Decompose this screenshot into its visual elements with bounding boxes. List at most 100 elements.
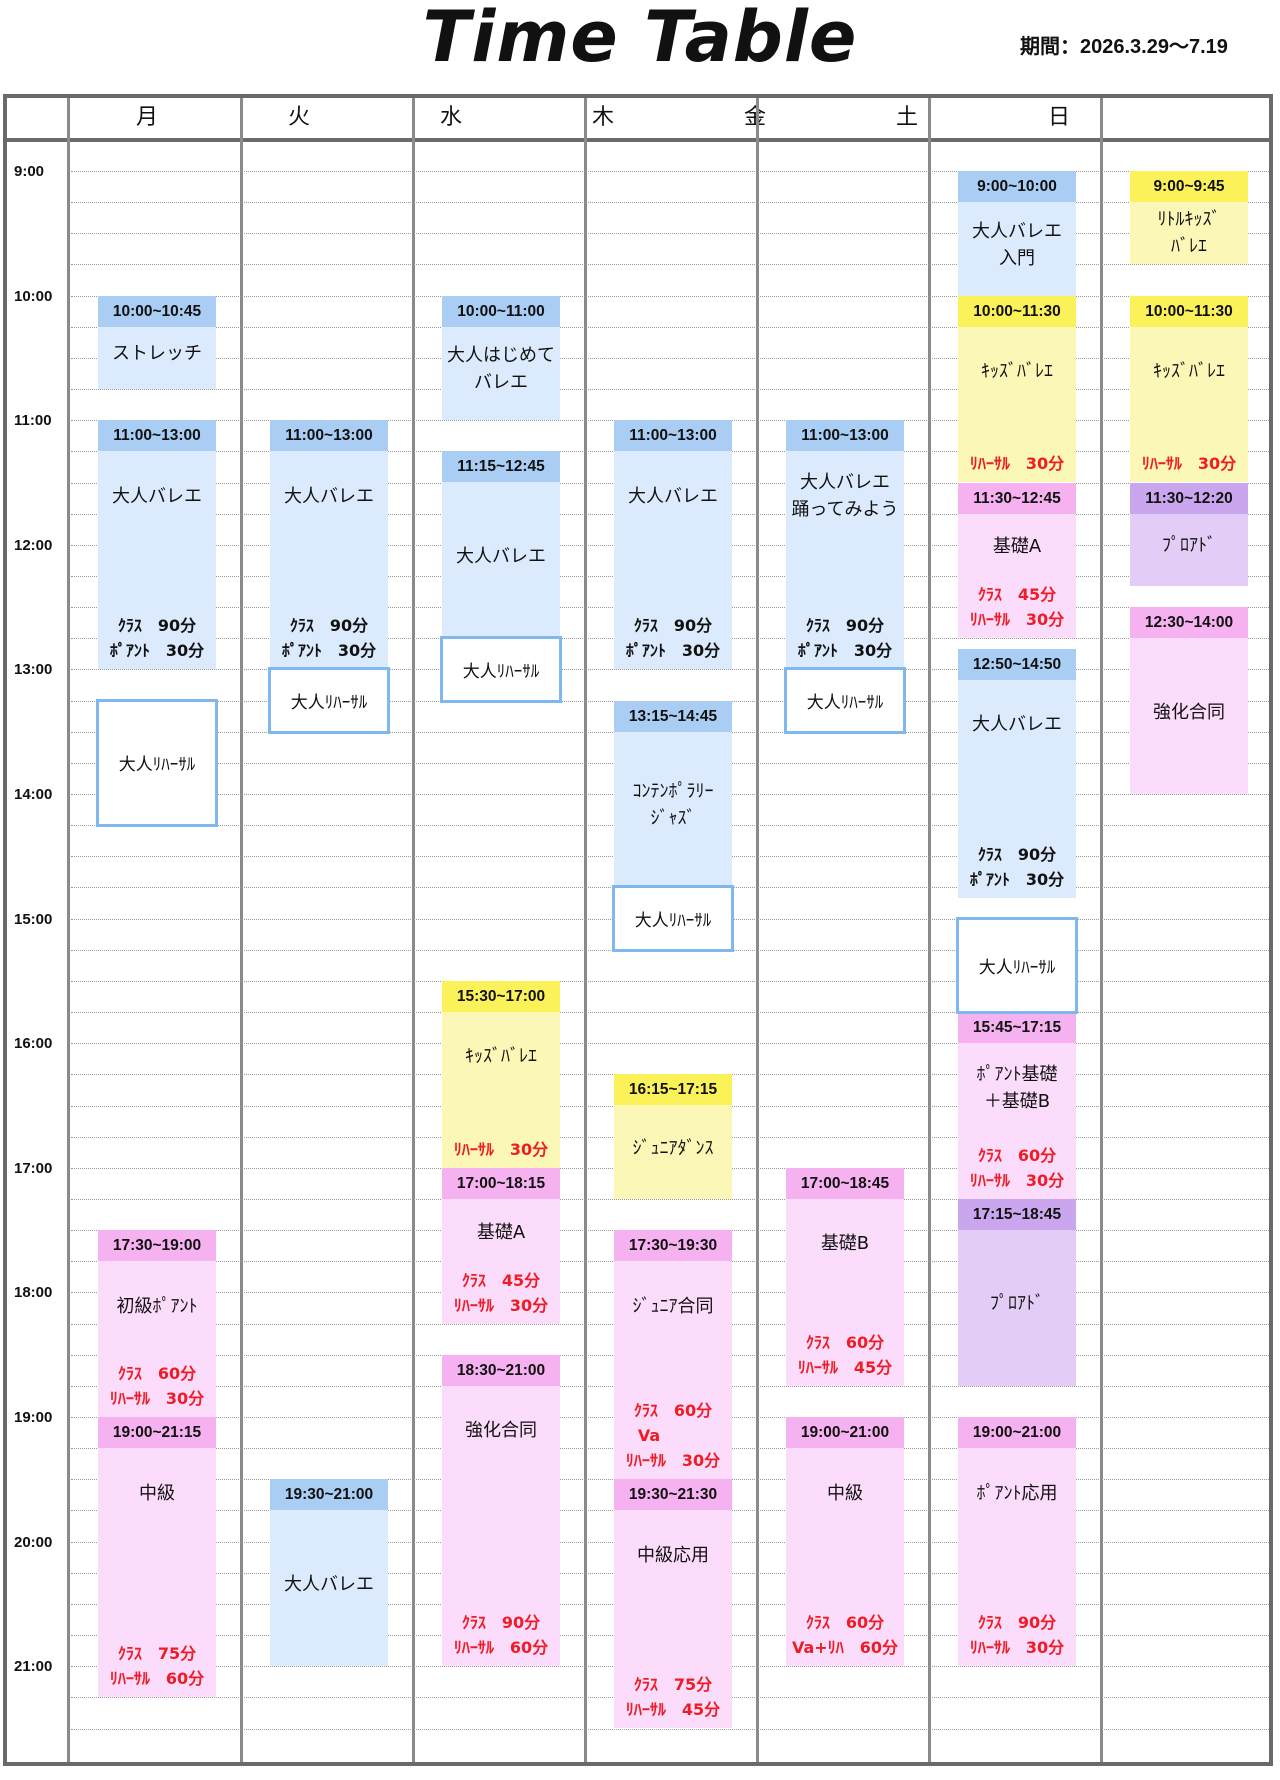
class-block[interactable]: 19:00~21:00 中級 ｸﾗｽ 60分 Va+ﾘﾊ 60分 xyxy=(786,1417,904,1667)
class-note-line: ﾘﾊｰｻﾙ 60分 xyxy=(453,1638,549,1658)
class-time: 9:00~10:00 xyxy=(958,171,1076,202)
class-block[interactable]: 19:30~21:00 大人バレエ xyxy=(270,1479,388,1667)
class-block[interactable]: 19:30~21:30 中級応用 ｸﾗｽ 75分 ﾘﾊｰｻﾙ 45分 xyxy=(614,1479,732,1729)
class-note-line: ｸﾗｽ 90分 xyxy=(977,1613,1057,1633)
class-time: 11:00~13:00 xyxy=(786,420,904,452)
class-note-line: ﾘﾊｰｻﾙ 30分 xyxy=(453,1295,549,1315)
class-block[interactable]: 12:30~14:00 強化合同 xyxy=(1130,607,1248,794)
class-name: 強化合同 xyxy=(465,1420,537,1442)
class-time: 10:00~11:30 xyxy=(1130,295,1248,327)
class-time: 11:00~13:00 xyxy=(98,420,216,452)
column-divider xyxy=(412,98,415,1762)
class-block[interactable]: 17:00~18:15 基礎A ｸﾗｽ 45分 ﾘﾊｰｻﾙ 30分 xyxy=(442,1167,560,1324)
class-block[interactable]: 19:00~21:00 ﾎﾟｱﾝﾄ応用 ｸﾗｽ 90分 ﾘﾊｰｻﾙ 30分 xyxy=(958,1417,1076,1667)
class-time: 18:30~21:00 xyxy=(442,1354,560,1386)
rehearsal-box[interactable]: 大人ﾘﾊｰｻﾙ xyxy=(956,916,1078,1015)
class-block[interactable]: 10:00~11:30 ｷｯｽﾞﾊﾞﾚｴ ﾘﾊｰｻﾙ 30分 xyxy=(1130,295,1248,483)
class-name: 基礎B xyxy=(820,1233,870,1255)
class-block[interactable]: 11:00~13:00 大人バレエ ｸﾗｽ 90分 ﾎﾟｱﾝﾄ 30分 xyxy=(270,420,388,670)
class-note-line: ｸﾗｽ 45分 xyxy=(461,1270,541,1290)
class-block[interactable]: 17:30~19:00 初級ﾎﾟｱﾝﾄ ｸﾗｽ 60分 ﾘﾊｰｻﾙ 30分 xyxy=(98,1230,216,1417)
class-time: 19:30~21:30 xyxy=(614,1479,732,1511)
quarter-hour-line xyxy=(71,669,1269,671)
class-time: 11:15~12:45 xyxy=(442,451,560,483)
class-block[interactable]: 9:00~10:00 大人バレエ 入門 xyxy=(958,171,1076,296)
class-note-line: ｸﾗｽ 45分 xyxy=(977,585,1057,605)
time-label: 16:00 xyxy=(14,1035,53,1053)
class-notes: ｸﾗｽ 90分 ﾎﾟｱﾝﾄ 30分 xyxy=(270,613,388,663)
class-name: ﾎﾟｱﾝﾄ基礎 ＋基礎B xyxy=(976,1064,1058,1113)
class-note-line: ｸﾗｽ 60分 xyxy=(117,1363,197,1383)
time-label: 19:00 xyxy=(14,1409,53,1426)
class-block[interactable]: 10:00~11:30 ｷｯｽﾞﾊﾞﾚｴ ﾘﾊｰｻﾙ 30分 xyxy=(958,295,1076,483)
class-block[interactable]: 17:00~18:45 基礎B ｸﾗｽ 60分 ﾘﾊｰｻﾙ 45分 xyxy=(786,1167,904,1386)
class-note-line: ﾘﾊｰｻﾙ 30分 xyxy=(969,454,1065,474)
class-block[interactable]: 15:30~17:00 ｷｯｽﾞﾊﾞﾚｴ ﾘﾊｰｻﾙ 30分 xyxy=(442,980,560,1168)
class-block[interactable]: 11:30~12:20 ﾌﾟﾛｱﾄﾞ xyxy=(1130,482,1248,587)
class-time: 12:30~14:00 xyxy=(1130,607,1248,639)
class-block[interactable]: 15:45~17:15 ﾎﾟｱﾝﾄ基礎 ＋基礎B ｸﾗｽ 60分 ﾘﾊｰｻﾙ 30分 xyxy=(958,1012,1076,1199)
class-block[interactable]: 11:30~12:45 基礎A ｸﾗｽ 45分 ﾘﾊｰｻﾙ 30分 xyxy=(958,482,1076,639)
class-time: 17:30~19:00 xyxy=(98,1230,216,1262)
time-label: 12:00 xyxy=(14,536,53,554)
page-title: Time Table xyxy=(422,0,858,78)
day-header-thu: 木 xyxy=(591,105,614,130)
quarter-hour-line xyxy=(71,264,1269,266)
day-header-row: 月 火 水 木 金 土 日 xyxy=(7,98,1269,142)
class-block[interactable]: 9:00~9:45 ﾘﾄﾙｷｯｽﾞ ﾊﾞﾚｴ xyxy=(1130,171,1248,265)
class-block[interactable]: 11:00~13:00 大人バレエ ｸﾗｽ 90分 ﾎﾟｱﾝﾄ 30分 xyxy=(98,420,216,670)
class-name: 大人バレエ xyxy=(112,485,202,507)
class-block[interactable]: 12:50~14:50 大人バレエ ｸﾗｽ 90分 ﾎﾟｱﾝﾄ 30分 xyxy=(958,648,1076,898)
column-divider xyxy=(584,98,587,1762)
class-name: 中級応用 xyxy=(637,1544,709,1566)
class-notes: ﾘﾊｰｻﾙ 30分 xyxy=(1130,451,1248,476)
class-notes: ｸﾗｽ 90分 ﾎﾟｱﾝﾄ 30分 xyxy=(614,613,732,663)
class-note-line: ｸﾗｽ 90分 xyxy=(805,616,885,636)
class-time: 19:30~21:00 xyxy=(270,1479,388,1511)
day-header-wed: 水 xyxy=(439,105,462,130)
class-block[interactable]: 11:15~12:45 大人バレエ xyxy=(442,451,560,639)
class-notes: ｸﾗｽ 90分 ﾘﾊｰｻﾙ 30分 xyxy=(958,1610,1076,1660)
class-block[interactable]: 13:15~14:45 ｺﾝﾃﾝﾎﾟﾗﾘｰ ｼﾞｬｽﾞ xyxy=(614,700,732,888)
class-block[interactable]: 10:00~11:00 大人はじめて バレエ xyxy=(442,295,560,421)
time-label: 21:00 xyxy=(14,1658,53,1676)
class-block[interactable]: 18:30~21:00 強化合同 ｸﾗｽ 90分 ﾘﾊｰｻﾙ 60分 xyxy=(442,1354,560,1667)
class-name: 基礎A xyxy=(992,536,1042,558)
class-block[interactable]: 10:00~10:45 ストレッチ xyxy=(98,295,216,390)
class-notes: ｸﾗｽ 90分 ﾎﾟｱﾝﾄ 30分 xyxy=(786,613,904,663)
class-name: ｷｯｽﾞﾊﾞﾚｴ xyxy=(981,361,1053,383)
class-block[interactable]: 16:15~17:15 ｼﾞｭﾆｱﾀﾞﾝｽ xyxy=(614,1074,732,1199)
class-name: 初級ﾎﾟｱﾝﾄ xyxy=(116,1295,198,1317)
class-note-line: ｸﾗｽ 60分 xyxy=(633,1401,713,1421)
class-block[interactable]: 19:00~21:15 中級 ｸﾗｽ 75分 ﾘﾊｰｻﾙ 60分 xyxy=(98,1417,216,1698)
class-name: ﾎﾟｱﾝﾄ応用 xyxy=(976,1482,1058,1504)
class-note-line: ｸﾗｽ 60分 xyxy=(805,1613,885,1633)
class-block[interactable]: 17:30~19:30 ｼﾞｭﾆｱ合同 ｸﾗｽ 60分 Va ﾘﾊｰｻﾙ 30分 xyxy=(614,1230,732,1480)
class-time: 15:45~17:15 xyxy=(958,1012,1076,1044)
class-block[interactable]: 11:00~13:00 大人バレエ 踊ってみよう ｸﾗｽ 90分 ﾎﾟｱﾝﾄ 30分 xyxy=(786,420,904,670)
class-notes: ｸﾗｽ 90分 ﾎﾟｱﾝﾄ 30分 xyxy=(98,613,216,663)
class-time: 10:00~10:45 xyxy=(98,295,216,327)
rehearsal-box[interactable]: 大人ﾘﾊｰｻﾙ xyxy=(612,885,734,952)
class-note-line: ｸﾗｽ 60分 xyxy=(977,1145,1057,1165)
class-note-line: ｸﾗｽ 75分 xyxy=(633,1675,713,1695)
rehearsal-box[interactable]: 大人ﾘﾊｰｻﾙ xyxy=(440,636,562,703)
quarter-hour-line xyxy=(71,1198,1269,1200)
class-time: 11:00~13:00 xyxy=(270,420,388,452)
rehearsal-box[interactable]: 大人ﾘﾊｰｻﾙ xyxy=(96,698,218,828)
class-time: 13:15~14:45 xyxy=(614,700,732,732)
class-name: ｺﾝﾃﾝﾎﾟﾗﾘｰ ｼﾞｬｽﾞ xyxy=(632,781,714,830)
class-name: ストレッチ xyxy=(112,343,202,365)
class-note-line: ﾘﾊｰｻﾙ 30分 xyxy=(109,1388,205,1408)
rehearsal-box[interactable]: 大人ﾘﾊｰｻﾙ xyxy=(784,667,906,734)
class-name: 大人バレエ xyxy=(972,714,1062,736)
class-block[interactable]: 11:00~13:00 大人バレエ ｸﾗｽ 90分 ﾎﾟｱﾝﾄ 30分 xyxy=(614,420,732,670)
class-block[interactable]: 17:15~18:45 ﾌﾟﾛｱﾄﾞ xyxy=(958,1198,1076,1386)
rehearsal-box[interactable]: 大人ﾘﾊｰｻﾙ xyxy=(268,667,390,734)
class-name: ﾌﾟﾛｱﾄﾞ xyxy=(990,1293,1044,1315)
class-name: ﾌﾟﾛｱﾄﾞ xyxy=(1162,535,1216,557)
class-notes: ｸﾗｽ 60分 ﾘﾊｰｻﾙ 30分 xyxy=(98,1361,216,1411)
quarter-hour-line xyxy=(71,389,1269,391)
quarter-hour-line xyxy=(71,980,1269,982)
class-name: 大人はじめて バレエ xyxy=(447,345,555,394)
